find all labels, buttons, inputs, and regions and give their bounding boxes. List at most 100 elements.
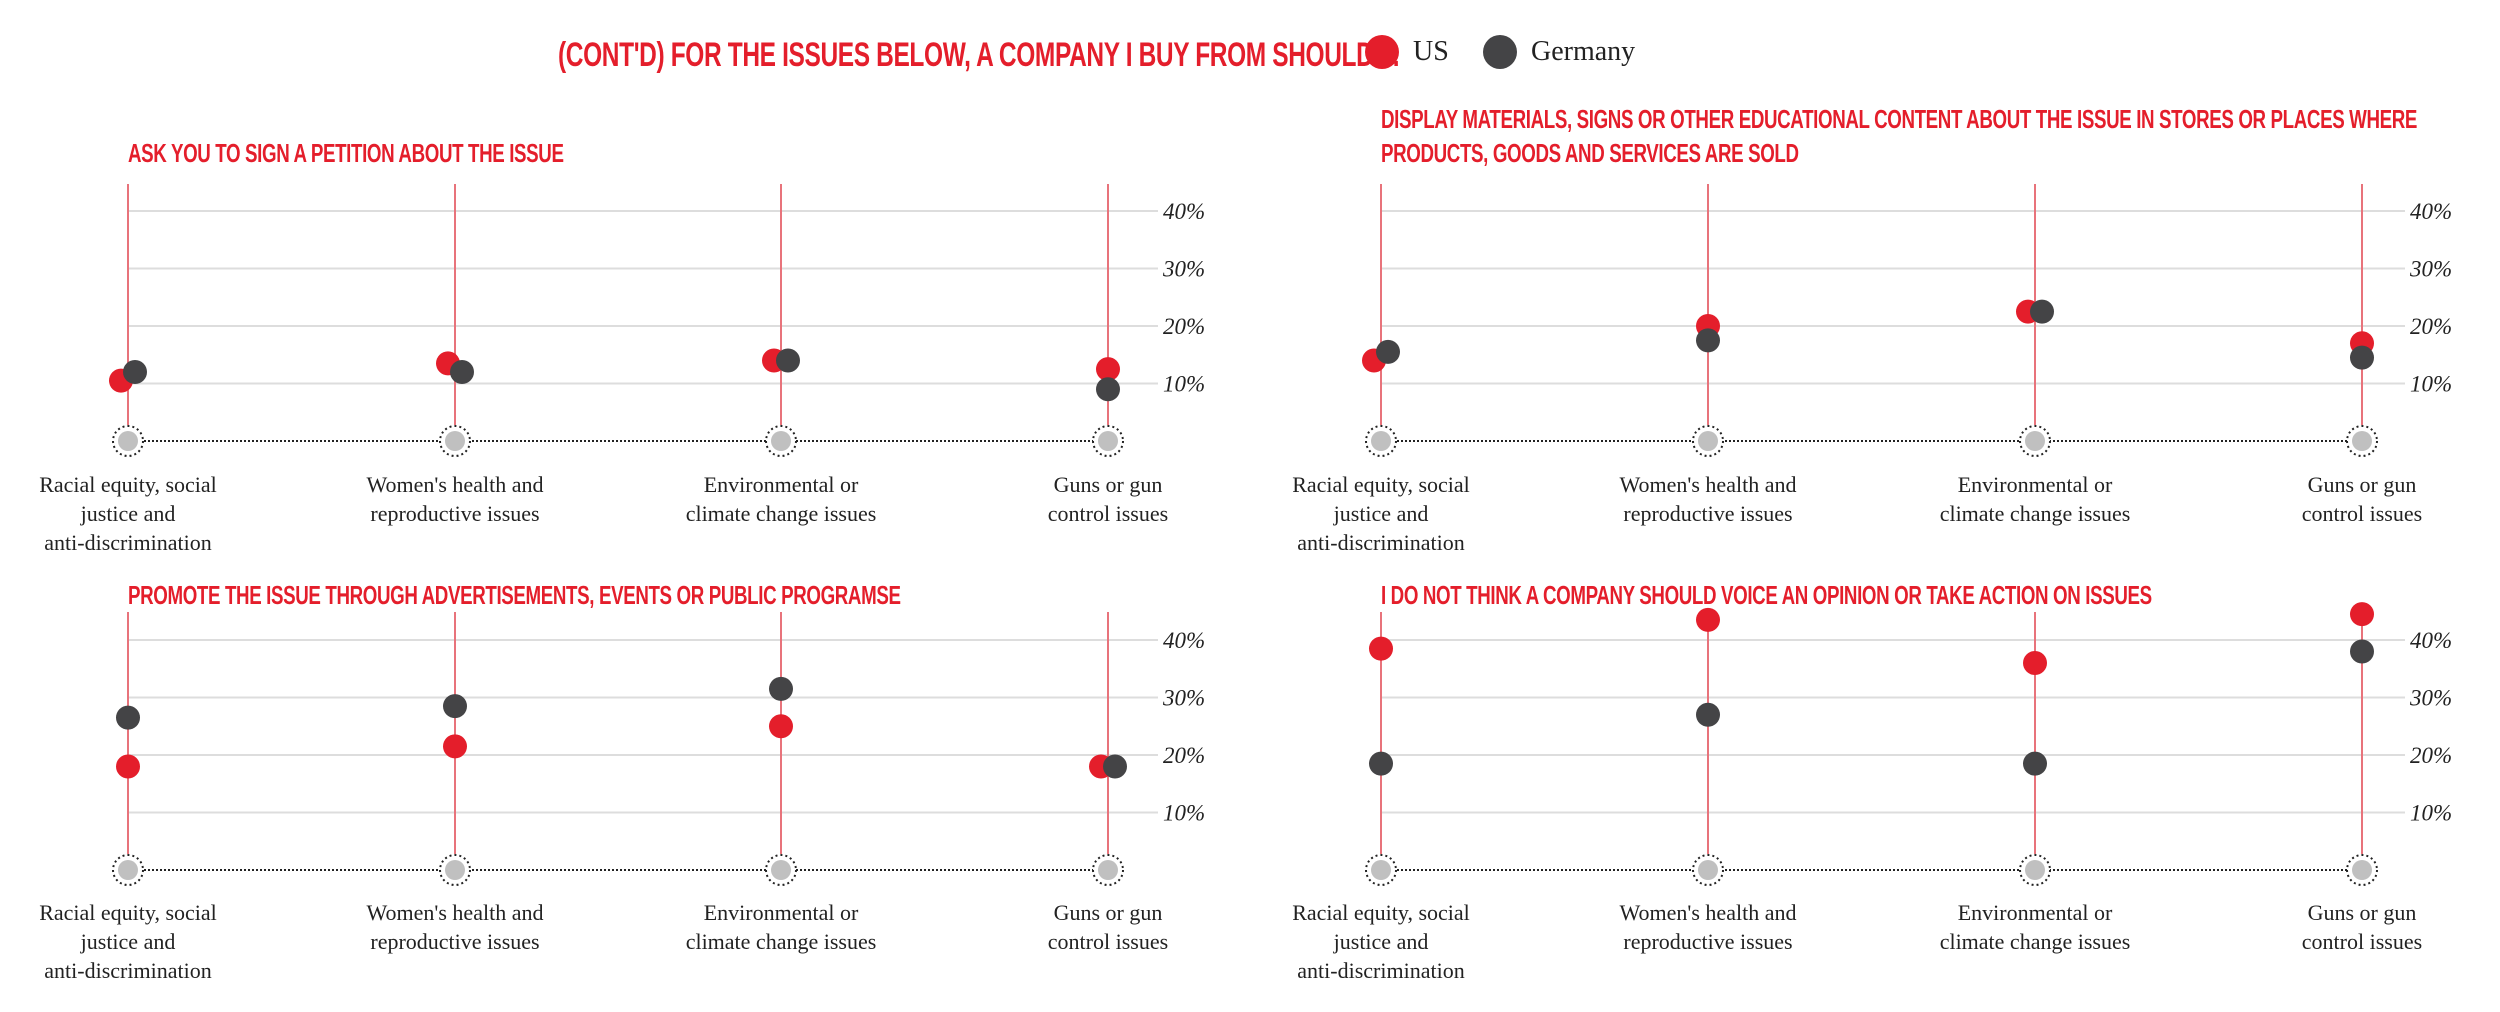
category-label-line: anti-discrimination bbox=[44, 958, 212, 983]
us-point bbox=[443, 734, 467, 759]
y-tick-label: 10% bbox=[2410, 801, 2452, 826]
category-label-line: Women's health and bbox=[366, 472, 544, 497]
y-tick-label: 20% bbox=[2410, 743, 2452, 768]
germany-point bbox=[116, 705, 140, 730]
legend-us-dot-icon bbox=[1365, 35, 1399, 69]
category-label-line: climate change issues bbox=[685, 501, 877, 526]
category-label: Guns or gun control issues bbox=[2242, 898, 2482, 956]
us-point bbox=[116, 754, 140, 779]
legend-item-germany: Germany bbox=[1483, 32, 1635, 72]
y-tick-label: 30% bbox=[1162, 257, 1205, 282]
category-label: Women's health and reproductive issues bbox=[335, 898, 575, 956]
base-marker-dot bbox=[1098, 860, 1118, 880]
germany-point bbox=[1096, 377, 1120, 402]
germany-point bbox=[1696, 328, 1720, 353]
base-marker-dot bbox=[445, 860, 465, 880]
category-label-line: Women's health and bbox=[366, 900, 544, 925]
y-tick-label: 20% bbox=[2410, 314, 2452, 339]
panel-3-title: PROMOTE THE ISSUE THROUGH ADVERTISEMENTS… bbox=[128, 580, 901, 610]
y-tick-label: 40% bbox=[2410, 199, 2452, 224]
germany-point bbox=[769, 676, 793, 701]
category-label-line: justice and bbox=[1333, 929, 1429, 954]
category-label-line: anti-discrimination bbox=[44, 530, 212, 555]
y-tick-label: 30% bbox=[2409, 257, 2452, 282]
category-label: Environmental or climate change issues bbox=[1915, 470, 2155, 528]
panel-2-title-line-2: PRODUCTS, GOODS AND SERVICES ARE SOLD bbox=[1381, 138, 1799, 168]
us-point bbox=[1096, 357, 1120, 382]
category-label: Women's health and reproductive issues bbox=[335, 470, 575, 528]
base-marker-dot bbox=[118, 431, 138, 451]
category-label-line: Racial equity, social bbox=[1292, 900, 1470, 925]
category-label: Guns or gun control issues bbox=[988, 470, 1228, 528]
category-label: Environmental or climate change issues bbox=[661, 470, 901, 528]
germany-point bbox=[123, 360, 147, 384]
category-label-line: Environmental or bbox=[703, 900, 859, 925]
category-label-line: climate change issues bbox=[1939, 501, 2131, 526]
panel-2-title-line-1: DISPLAY MATERIALS, SIGNS OR OTHER EDUCAT… bbox=[1381, 104, 2418, 134]
category-label: Racial equity, social justice and anti-dis… bbox=[1261, 470, 1501, 557]
y-tick-label: 10% bbox=[1163, 801, 1205, 826]
y-tick-label: 40% bbox=[1163, 628, 1205, 653]
category-label-line: Guns or gun bbox=[2307, 472, 2417, 497]
base-marker-dot bbox=[1371, 860, 1391, 880]
category-label-line: reproductive issues bbox=[370, 501, 540, 526]
category-label: Racial equity, social justice and anti-dis… bbox=[8, 898, 248, 985]
category-label-line: Racial equity, social bbox=[39, 472, 217, 497]
panel-1-title: ASK YOU TO SIGN A PETITION ABOUT THE ISS… bbox=[128, 138, 564, 168]
base-marker-dot bbox=[2352, 860, 2372, 880]
category-label: Guns or gun control issues bbox=[2242, 470, 2482, 528]
category-label-line: justice and bbox=[1333, 501, 1429, 526]
us-point bbox=[1369, 636, 1393, 661]
y-tick-label: 10% bbox=[2410, 372, 2452, 397]
category-label-line: anti-discrimination bbox=[1297, 530, 1465, 555]
category-label: Guns or gun control issues bbox=[988, 898, 1228, 956]
category-label-line: reproductive issues bbox=[370, 929, 540, 954]
category-label-line: Racial equity, social bbox=[39, 900, 217, 925]
base-marker-dot bbox=[1698, 431, 1718, 451]
base-marker-dot bbox=[2352, 431, 2372, 451]
category-label: Women's health and reproductive issues bbox=[1588, 898, 1828, 956]
category-label: Environmental or climate change issues bbox=[1915, 898, 2155, 956]
germany-point bbox=[1696, 702, 1720, 727]
us-point bbox=[769, 714, 793, 739]
category-label-line: reproductive issues bbox=[1623, 929, 1793, 954]
germany-point bbox=[443, 694, 467, 719]
base-marker-dot bbox=[771, 860, 791, 880]
base-marker-dot bbox=[771, 431, 791, 451]
category-label-line: reproductive issues bbox=[1623, 501, 1793, 526]
category-label-line: Women's health and bbox=[1619, 900, 1797, 925]
category-label: Environmental or climate change issues bbox=[661, 898, 901, 956]
category-label-line: Environmental or bbox=[1957, 472, 2113, 497]
panel-4-title: I DO NOT THINK A COMPANY SHOULD VOICE AN… bbox=[1381, 580, 2152, 610]
category-label-line: control issues bbox=[2301, 501, 2423, 526]
panel-2-title: DISPLAY MATERIALS, SIGNS OR OTHER EDUCAT… bbox=[1381, 102, 2417, 170]
y-tick-label: 20% bbox=[1163, 314, 1205, 339]
legend-germany-label: Germany bbox=[1531, 36, 1636, 67]
category-label-line: control issues bbox=[2301, 929, 2423, 954]
category-label-line: Environmental or bbox=[1957, 900, 2113, 925]
germany-point bbox=[450, 360, 474, 384]
base-marker-dot bbox=[118, 860, 138, 880]
germany-point bbox=[1376, 339, 1400, 364]
category-label-line: climate change issues bbox=[685, 929, 877, 954]
category-label-line: Environmental or bbox=[703, 472, 859, 497]
category-label: Racial equity, social justice and anti-dis… bbox=[1261, 898, 1501, 985]
category-label-line: Guns or gun bbox=[2307, 900, 2417, 925]
category-label: Racial equity, social justice and anti-dis… bbox=[8, 470, 248, 557]
germany-point bbox=[2350, 345, 2374, 370]
legend-germany-dot-icon bbox=[1483, 35, 1517, 69]
legend-item-us: US bbox=[1365, 32, 1449, 72]
germany-point bbox=[1369, 751, 1393, 776]
category-label-line: justice and bbox=[80, 501, 176, 526]
us-point bbox=[2023, 651, 2047, 675]
category-label-line: climate change issues bbox=[1939, 929, 2131, 954]
germany-point bbox=[2023, 751, 2047, 776]
germany-point bbox=[776, 348, 800, 373]
category-label-line: Racial equity, social bbox=[1292, 472, 1470, 497]
category-label-line: Women's health and bbox=[1619, 472, 1797, 497]
category-label-line: control issues bbox=[1047, 929, 1169, 954]
category-label-line: Guns or gun bbox=[1053, 900, 1163, 925]
y-tick-label: 30% bbox=[2409, 686, 2452, 711]
